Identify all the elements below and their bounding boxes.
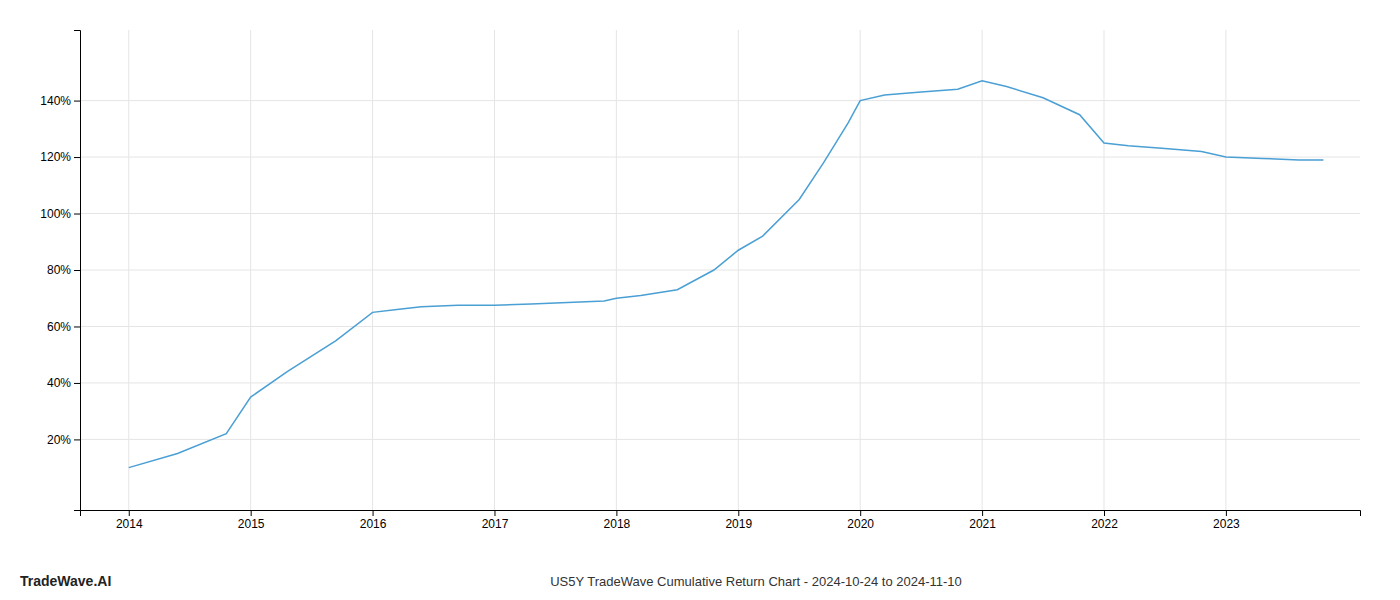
y-tick-label: 40% — [47, 376, 71, 390]
y-grid-line — [80, 100, 1360, 101]
plot-area: 2014 2015 2016 2017 2018 2019 2020 2021 2022 2023… — [40, 30, 1360, 531]
y-grid-line — [80, 157, 1360, 158]
y-tick-label: 80% — [47, 263, 71, 277]
y-axis: 20% 40% 60% 80% 100% 120% 140% — [40, 31, 80, 511]
y-tick-mark — [74, 270, 80, 271]
y-tick-mark — [74, 439, 80, 440]
x-tick-mark — [129, 510, 130, 516]
x-tick-mark — [860, 510, 861, 516]
x-tick: 2020 — [847, 510, 874, 531]
x-tick-mark — [1104, 510, 1105, 516]
x-tick-label: 2017 — [482, 517, 509, 531]
x-tick: 2016 — [360, 510, 387, 531]
y-tick-mark — [74, 101, 80, 102]
y-tick-label: 140% — [40, 94, 71, 108]
x-tick: 2021 — [969, 510, 996, 531]
y-tick-mark — [74, 326, 80, 327]
y-tick-label: 20% — [47, 433, 71, 447]
x-tick-mark — [1226, 510, 1227, 516]
x-tick-mark — [616, 510, 617, 516]
x-tick-mark — [494, 510, 495, 516]
y-tick: 120% — [40, 150, 80, 164]
y-tick: 40% — [47, 376, 80, 390]
y-axis-line — [74, 31, 81, 511]
x-tick-mark — [251, 510, 252, 516]
x-tick-label: 2021 — [969, 517, 996, 531]
x-axis-line — [81, 511, 1361, 517]
x-tick-label: 2019 — [725, 517, 752, 531]
y-tick-mark — [74, 383, 80, 384]
title: US5Y TradeWave Cumulative Return Chart -… — [550, 574, 962, 589]
x-tick: 2019 — [725, 510, 752, 531]
x-tick-mark — [982, 510, 983, 516]
y-tick-label: 100% — [40, 207, 71, 221]
y-grid-line — [80, 213, 1360, 214]
y-tick-mark — [74, 157, 80, 158]
x-tick-label: 2014 — [116, 517, 143, 531]
x-tick-mark — [373, 510, 374, 516]
y-tick: 20% — [47, 433, 80, 447]
line — [129, 81, 1324, 468]
chart: 2014 2015 2016 2017 2018 2019 2020 2021 2022 2023… — [0, 0, 1400, 600]
x-tick: 2014 — [116, 510, 143, 531]
y-grid-line — [80, 326, 1360, 327]
grid — [80, 30, 1360, 510]
y-tick: 60% — [47, 320, 80, 334]
y-tick: 80% — [47, 263, 80, 277]
x-tick-label: 2023 — [1213, 517, 1240, 531]
x-tick-label: 2015 — [238, 517, 265, 531]
x-tick: 2017 — [482, 510, 509, 531]
y-grid-line — [80, 270, 1360, 271]
x-tick: 2018 — [604, 510, 631, 531]
y-grid-line — [80, 439, 1360, 440]
y-tick: 140% — [40, 94, 80, 108]
x-tick-label: 2016 — [360, 517, 387, 531]
x-tick: 2022 — [1091, 510, 1118, 531]
x-tick: 2015 — [238, 510, 265, 531]
x-tick-label: 2018 — [604, 517, 631, 531]
y-tick-label: 120% — [40, 150, 71, 164]
y-tick: 100% — [40, 207, 80, 221]
x-axis: 2014 2015 2016 2017 2018 2019 2020 2021 2022 2023 — [81, 510, 1361, 531]
x-tick-label: 2022 — [1091, 517, 1118, 531]
x-tick: 2023 — [1213, 510, 1240, 531]
x-tick-mark — [738, 510, 739, 516]
x-tick-label: 2020 — [847, 517, 874, 531]
marks — [129, 81, 1324, 468]
y-tick-mark — [74, 214, 80, 215]
y-tick-label: 60% — [47, 320, 71, 334]
annotation: TradeWave.AI — [20, 573, 111, 589]
